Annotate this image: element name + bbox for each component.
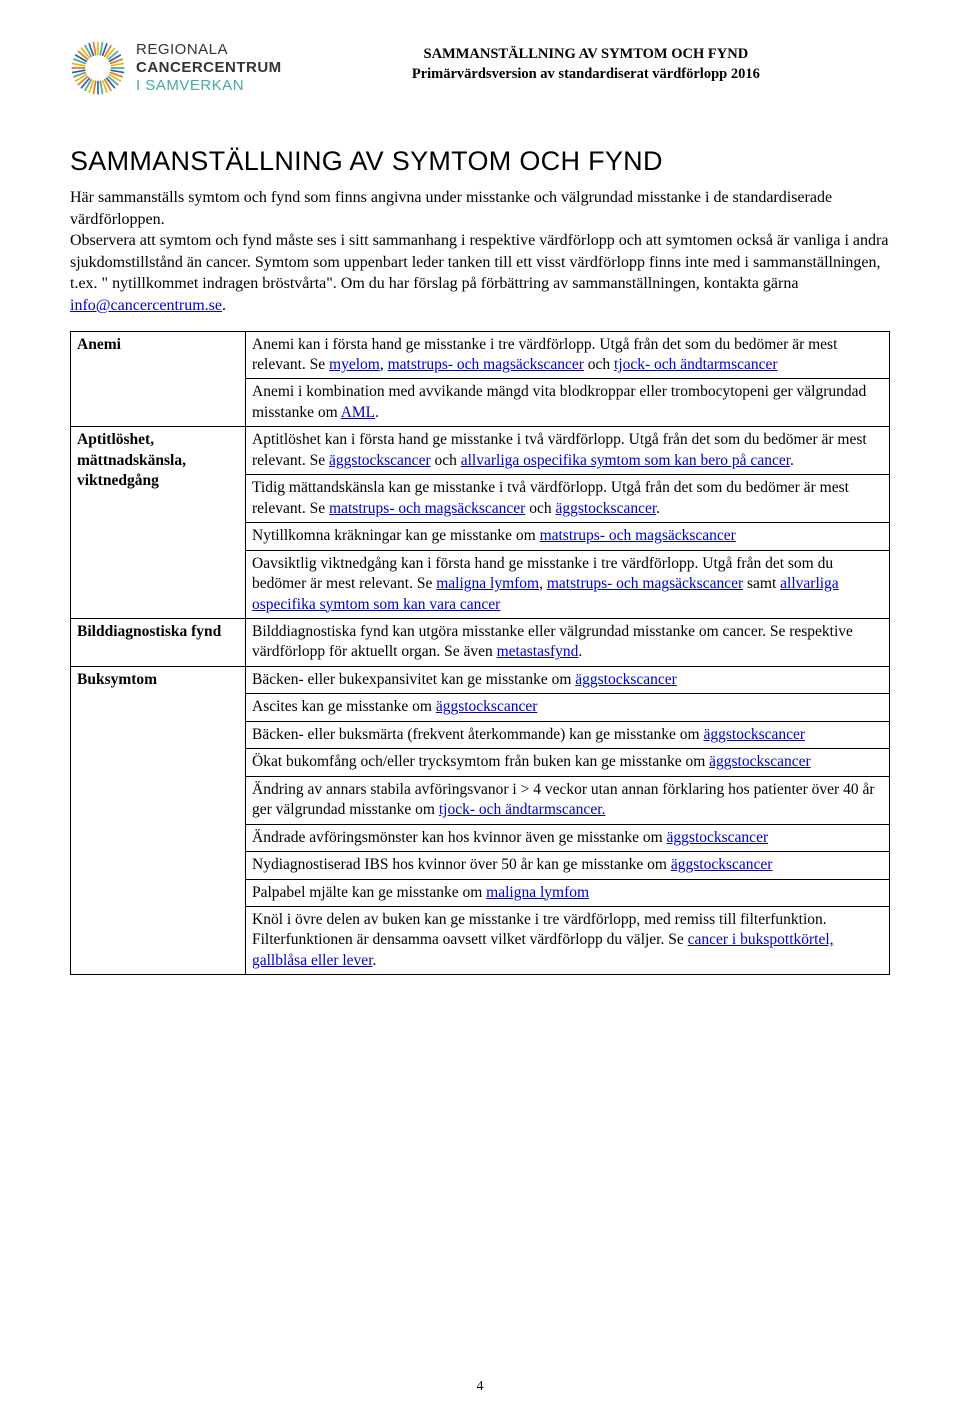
text: Bäcken- eller bukexpansivitet kan ge mis… [252, 671, 575, 688]
link-aggstock[interactable]: äggstockscancer [436, 698, 538, 715]
link-aggstock[interactable]: äggstockscancer [703, 726, 805, 743]
cell: Palpabel mjälte kan ge misstanke om mali… [246, 879, 890, 906]
link-lymfom[interactable]: maligna lymfom [436, 575, 539, 592]
intro-p1: Här sammanställs symtom och fynd som fin… [70, 189, 832, 228]
intro-text: Här sammanställs symtom och fynd som fin… [70, 187, 890, 317]
link-aggstock[interactable]: äggstockscancer [329, 452, 431, 469]
link-myelom[interactable]: myelom [329, 356, 380, 373]
text: Ändrade avföringsmönster kan hos kvinnor… [252, 829, 667, 846]
link-aggstock[interactable]: äggstockscancer [575, 671, 677, 688]
cell: Aptitlöshet kan i första hand ge misstan… [246, 427, 890, 475]
main-title: SAMMANSTÄLLNING AV SYMTOM OCH FYND [70, 146, 890, 177]
cell: Ändring av annars stabila avföringsvanor… [246, 776, 890, 824]
link-aml[interactable]: AML [341, 404, 375, 421]
link-aggstock[interactable]: äggstockscancer [709, 753, 811, 770]
org-line2: CANCERCENTRUM [136, 59, 282, 77]
header-doc-title: SAMMANSTÄLLNING AV SYMTOM OCH FYND Primä… [282, 40, 890, 85]
text: . [578, 643, 582, 660]
cell: Tidig mättandskänsla kan ge misstanke i … [246, 475, 890, 523]
link-metastas[interactable]: metastasfynd [497, 643, 579, 660]
symptom-table: Anemi Anemi kan i första hand ge misstan… [70, 331, 890, 976]
text: Ascites kan ge misstanke om [252, 698, 436, 715]
cell: Ökat bukomfång och/eller trycksymtom frå… [246, 749, 890, 776]
link-lymfom[interactable]: maligna lymfom [486, 884, 589, 901]
sunburst-logo-icon [70, 40, 126, 96]
intro-p2a: Observera att symtom och fynd måste ses … [70, 232, 888, 292]
org-line1: REGIONALA [136, 41, 282, 59]
link-tjock[interactable]: tjock- och ändtarmscancer. [439, 801, 606, 818]
cell: Nytillkomna kräkningar kan ge misstanke … [246, 523, 890, 550]
link-aggstock[interactable]: äggstockscancer [671, 856, 773, 873]
row-label-bild: Bilddiagnostiska fynd [71, 619, 246, 667]
intro-email-link[interactable]: info@cancercentrum.se [70, 297, 222, 314]
text: Bäcken- eller buksmärta (frekvent återko… [252, 726, 703, 743]
link-matstrups[interactable]: matstrups- och magsäckscancer [388, 356, 584, 373]
cell: Anemi kan i första hand ge misstanke i t… [246, 331, 890, 379]
cell: Oavsiktlig viktnedgång kan i första hand… [246, 550, 890, 618]
text: och [584, 356, 614, 373]
link-aggstock[interactable]: äggstockscancer [667, 829, 769, 846]
text: och [431, 452, 461, 469]
link-allvarliga[interactable]: allvarliga ospecifika symtom som kan ber… [461, 452, 790, 469]
intro-p2b: . [222, 297, 226, 314]
row-label-buk: Buksymtom [71, 666, 246, 974]
text: Ökat bukomfång och/eller trycksymtom frå… [252, 753, 709, 770]
table-row: Aptitlöshet, mättnadskänsla, viktnedgång… [71, 427, 890, 475]
row-label-anemi: Anemi [71, 331, 246, 427]
text: . [656, 500, 660, 517]
cell: Ascites kan ge misstanke om äggstockscan… [246, 694, 890, 721]
table-row: Bilddiagnostiska fynd Bilddiagnostiska f… [71, 619, 890, 667]
cell: Ändrade avföringsmönster kan hos kvinnor… [246, 824, 890, 851]
header-title-line1: SAMMANSTÄLLNING AV SYMTOM OCH FYND [282, 44, 890, 64]
row-label-aptit: Aptitlöshet, mättnadskänsla, viktnedgång [71, 427, 246, 619]
table-row: Buksymtom Bäcken- eller bukexpansivitet … [71, 666, 890, 693]
link-tjock[interactable]: tjock- och ändtarmscancer [614, 356, 778, 373]
header-title-line2: Primärvärdsversion av standardiserat vär… [282, 64, 890, 84]
page-number: 4 [0, 1379, 960, 1395]
text: samt [743, 575, 780, 592]
text: . [373, 952, 377, 969]
text: Nytillkomna kräkningar kan ge misstanke … [252, 527, 540, 544]
text: och [525, 500, 555, 517]
text: . [375, 404, 379, 421]
page-header: REGIONALA CANCERCENTRUM I SAMVERKAN SAMM… [70, 40, 890, 96]
text: , [380, 356, 388, 373]
text: , [539, 575, 547, 592]
text: Palpabel mjälte kan ge misstanke om [252, 884, 486, 901]
logo-block: REGIONALA CANCERCENTRUM I SAMVERKAN [70, 40, 282, 96]
text: . [790, 452, 794, 469]
link-matstrups[interactable]: matstrups- och magsäckscancer [547, 575, 743, 592]
org-name: REGIONALA CANCERCENTRUM I SAMVERKAN [136, 41, 282, 95]
cell: Nydiagnostiserad IBS hos kvinnor över 50… [246, 852, 890, 879]
cell: Bäcken- eller bukexpansivitet kan ge mis… [246, 666, 890, 693]
table-row: Anemi Anemi kan i första hand ge misstan… [71, 331, 890, 379]
link-matstrups[interactable]: matstrups- och magsäckscancer [540, 527, 736, 544]
cell: Bilddiagnostiska fynd kan utgöra misstan… [246, 619, 890, 667]
link-matstrups[interactable]: matstrups- och magsäckscancer [329, 500, 525, 517]
org-line3: I SAMVERKAN [136, 77, 282, 95]
link-aggstock[interactable]: äggstockscancer [555, 500, 656, 517]
cell: Bäcken- eller buksmärta (frekvent återko… [246, 721, 890, 748]
text: Nydiagnostiserad IBS hos kvinnor över 50… [252, 856, 671, 873]
cell: Knöl i övre delen av buken kan ge missta… [246, 906, 890, 974]
cell: Anemi i kombination med avvikande mängd … [246, 379, 890, 427]
